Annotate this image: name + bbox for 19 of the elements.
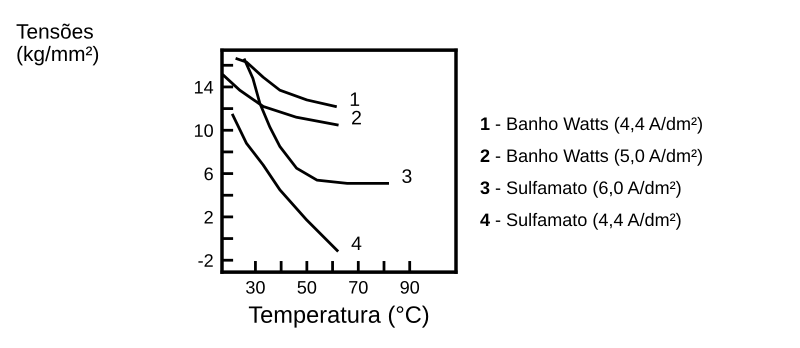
y-tick-label: 10 bbox=[194, 124, 213, 137]
y-tick-label: 2 bbox=[204, 210, 213, 224]
x-tick-label: 70 bbox=[349, 280, 368, 294]
y-tick-label: 6 bbox=[204, 168, 213, 180]
y-tick-label: 14 bbox=[194, 81, 214, 94]
x-tick-label: 30 bbox=[246, 280, 265, 294]
text: 4 - Sulfamato (4,4 A/dm²) bbox=[480, 212, 681, 230]
series-label: 2 bbox=[352, 110, 361, 124]
x-axis-title: Temperatura (°C) bbox=[248, 306, 428, 328]
series-label: 3 bbox=[402, 169, 412, 183]
y-tick-label: -2 bbox=[198, 254, 213, 267]
text: 1 - Banho Watts (4,4 A/dm²) bbox=[481, 116, 702, 134]
series-label: 4 bbox=[352, 236, 362, 250]
x-tick-label: 90 bbox=[400, 280, 420, 294]
series-label: 1 bbox=[350, 92, 360, 106]
x-tick-label: 50 bbox=[298, 280, 316, 294]
text: 2 - Banho Watts (5,0 A/dm²) bbox=[480, 148, 702, 166]
text: 3 - Sulfamato (6,0 A/dm²) bbox=[480, 180, 681, 198]
y-axis-title: Tensões (kg/mm²) bbox=[16, 24, 98, 66]
